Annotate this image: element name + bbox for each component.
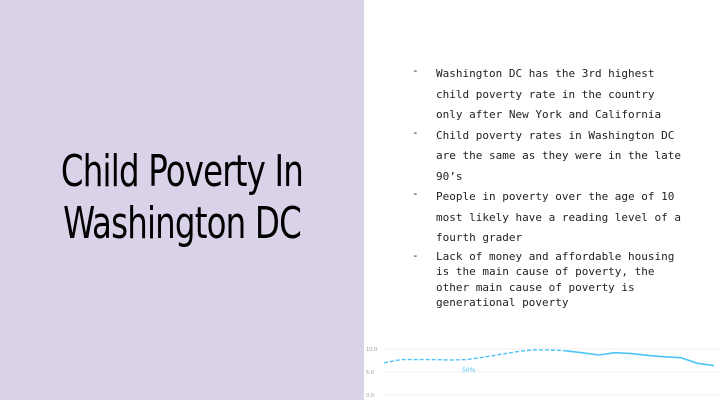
bullet-marker: - [412,187,419,200]
bullet-marker: - [412,64,419,77]
bullet-text: People in poverty over the age of 10 mos… [436,190,682,244]
bullet-item: - Lack of money and affordable housing i… [412,249,712,311]
chart-y-tick-label: 5.0 [366,370,374,376]
bullet-list: - Washington DC has the 3rd highest chil… [412,64,712,311]
bullet-item: - People in poverty over the age of 10 m… [412,187,712,249]
bullet-text: Lack of money and affordable housing is … [436,249,675,310]
bullet-marker: - [412,125,419,139]
chart-series-line-dashed [383,349,566,364]
bullet-marker: - [412,248,419,262]
chart-series-line-solid [565,350,715,367]
title-panel: Child Poverty In Washington DC [0,0,364,400]
chart-y-tick-label: 0.0 [366,393,374,399]
bullet-item: - Child poverty rates in Washington DC a… [412,126,712,188]
bullet-text: Child poverty rates in Washington DC are… [436,128,682,183]
bullet-text: Washington DC has the 3rd highest child … [436,67,662,121]
bullet-item: - Washington DC has the 3rd highest chil… [412,64,712,126]
poverty-line-chart: 10.0 5.0 0.0 50% [364,338,727,400]
chart-svg: 10.0 5.0 0.0 50% [366,347,722,399]
slide-title-line-1: Child Poverty In [60,146,304,197]
content-panel [364,0,727,400]
chart-y-tick-label: 10.0 [366,347,377,353]
slide-title: Child Poverty In Washington DC [33,146,331,250]
slide-title-line-2: Washington DC [63,198,302,249]
chart-annotation: 50% [462,367,476,374]
